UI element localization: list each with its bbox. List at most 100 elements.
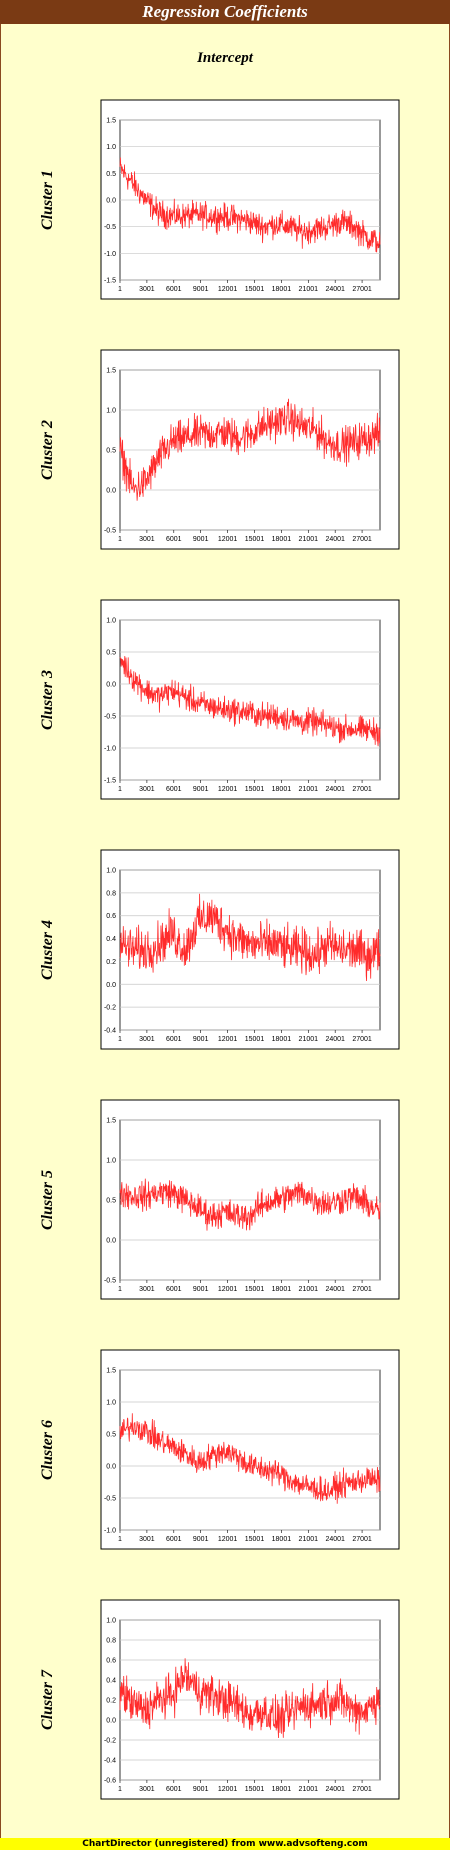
- x-tick-label: 15001: [245, 1036, 265, 1043]
- x-tick-label: 12001: [218, 1036, 238, 1043]
- x-tick-label: 18001: [272, 1786, 292, 1793]
- y-tick-label: 1.5: [106, 1368, 116, 1375]
- x-tick-label: 27001: [352, 1286, 372, 1293]
- x-tick-label: 1: [118, 1786, 122, 1793]
- x-tick-label: 1: [118, 1036, 122, 1043]
- cluster-label: Cluster 7: [39, 1669, 56, 1730]
- x-tick-label: 6001: [166, 286, 182, 293]
- y-tick-label: 1.5: [106, 118, 116, 125]
- cluster-label: Cluster 2: [39, 420, 56, 480]
- y-tick-label: -1.5: [104, 778, 116, 785]
- x-tick-label: 9001: [193, 786, 209, 793]
- x-tick-label: 6001: [166, 786, 182, 793]
- y-tick-label: 0.0: [106, 1238, 116, 1245]
- x-tick-label: 9001: [193, 1786, 209, 1793]
- y-tick-label: 0.5: [106, 171, 116, 178]
- x-tick-label: 27001: [352, 1536, 372, 1543]
- x-tick-label: 1: [118, 536, 122, 543]
- x-tick-label: 18001: [272, 1036, 292, 1043]
- x-tick-label: 15001: [245, 286, 265, 293]
- cluster-label: Cluster 1: [39, 170, 56, 230]
- x-tick-label: 18001: [272, 786, 292, 793]
- x-tick-label: 24001: [325, 1786, 345, 1793]
- cluster-label: Cluster 4: [39, 920, 56, 980]
- y-tick-label: -0.2: [104, 1738, 116, 1745]
- y-tick-label: 1.0: [106, 144, 116, 151]
- x-tick-label: 6001: [166, 1036, 182, 1043]
- x-tick-label: 15001: [245, 786, 265, 793]
- chart-panel-6: 1.5 1.0 0.5 0.0 -0.5 -1.01 3001 6001 9001 12001 15…: [39, 1349, 400, 1550]
- x-tick-label: 6001: [166, 536, 182, 543]
- y-tick-label: -1.5: [104, 278, 116, 285]
- y-tick-label: 0.5: [106, 1432, 116, 1439]
- page-title: Regression Coefficients: [0, 0, 450, 24]
- x-tick-label: 21001: [299, 1036, 319, 1043]
- x-tick-label: 3001: [139, 1786, 155, 1793]
- chart-panel-4: 1.0 0.8 0.6 0.4 0.2 0.0 -0.2 -0.41 3001 6001 9001 1…: [39, 849, 400, 1050]
- cluster-label: Cluster 6: [39, 1420, 56, 1480]
- y-tick-label: 0.0: [106, 682, 116, 689]
- y-tick-label: 0.8: [106, 1638, 116, 1645]
- chart-subtitle: Intercept: [197, 50, 253, 66]
- y-tick-label: 0.0: [106, 1464, 116, 1471]
- y-tick-label: -0.5: [104, 528, 116, 535]
- x-tick-label: 12001: [218, 1786, 238, 1793]
- series-line: [119, 398, 381, 501]
- chart-panel-2: 1.5 1.0 0.5 0.0 -0.51 3001 6001 9001 12001 15001 1…: [39, 349, 400, 550]
- x-tick-label: 3001: [139, 1536, 155, 1543]
- x-tick-label: 15001: [245, 1786, 265, 1793]
- x-tick-label: 9001: [193, 1536, 209, 1543]
- series-line: [119, 655, 381, 747]
- x-tick-label: 12001: [218, 286, 238, 293]
- x-tick-label: 3001: [139, 786, 155, 793]
- x-tick-label: 1: [118, 1536, 122, 1543]
- x-tick-label: 12001: [218, 1286, 238, 1293]
- y-tick-label: 0.0: [106, 198, 116, 205]
- x-tick-label: 15001: [245, 1286, 265, 1293]
- x-tick-label: 24001: [325, 1036, 345, 1043]
- x-tick-label: 24001: [325, 786, 345, 793]
- series-line: [119, 1413, 381, 1504]
- y-tick-label: 1.5: [106, 368, 116, 375]
- x-tick-label: 21001: [299, 786, 319, 793]
- x-tick-label: 27001: [352, 786, 372, 793]
- x-tick-label: 21001: [299, 1786, 319, 1793]
- x-tick-label: 12001: [218, 786, 238, 793]
- x-tick-label: 6001: [166, 1536, 182, 1543]
- chart-panel-7: 1.0 0.8 0.6 0.4 0.2 0.0 -0.2 -0.4 -0.61 3001 6001 9…: [39, 1599, 400, 1800]
- y-tick-label: -0.5: [104, 224, 116, 231]
- y-tick-label: 1.0: [106, 408, 116, 415]
- y-tick-label: 0.4: [106, 936, 116, 943]
- y-tick-label: 0.8: [106, 890, 116, 897]
- x-tick-label: 24001: [325, 536, 345, 543]
- x-tick-label: 24001: [325, 1286, 345, 1293]
- y-tick-label: 0.0: [106, 488, 116, 495]
- y-tick-label: 0.5: [106, 1198, 116, 1205]
- y-tick-label: 0.5: [106, 650, 116, 657]
- x-tick-label: 1: [118, 786, 122, 793]
- y-tick-label: -0.6: [104, 1778, 116, 1785]
- cluster-label: Cluster 3: [39, 670, 56, 730]
- y-tick-label: 1.0: [106, 1158, 116, 1165]
- y-tick-label: -0.5: [104, 1278, 116, 1285]
- x-tick-label: 27001: [352, 1036, 372, 1043]
- x-tick-label: 18001: [272, 536, 292, 543]
- y-tick-label: 0.6: [106, 1658, 116, 1665]
- y-tick-label: -0.4: [104, 1758, 116, 1765]
- chart-panel-3: 1.0 0.5 0.0 -0.5 -1.0 -1.51 3001 6001 9001 12001 1…: [39, 599, 400, 800]
- x-tick-label: 21001: [299, 286, 319, 293]
- footer-credit[interactable]: ChartDirector (unregistered) from www.ad…: [0, 1838, 450, 1850]
- series-line: [119, 893, 381, 982]
- x-tick-label: 6001: [166, 1286, 182, 1293]
- x-tick-label: 24001: [325, 1536, 345, 1543]
- x-tick-label: 27001: [352, 1786, 372, 1793]
- plot-area: [119, 619, 381, 781]
- y-tick-label: -0.2: [104, 1005, 116, 1012]
- x-tick-label: 15001: [245, 1536, 265, 1543]
- chart-panel-1: 1.5 1.0 0.5 0.0 -0.5 -1.0 -1.51 3001 6001 9001 120…: [39, 99, 400, 300]
- x-tick-label: 18001: [272, 286, 292, 293]
- y-tick-label: 0.5: [106, 448, 116, 455]
- y-tick-label: 0.0: [106, 1718, 116, 1725]
- series-line: [119, 1178, 381, 1231]
- y-tick-label: 0.2: [106, 1698, 116, 1705]
